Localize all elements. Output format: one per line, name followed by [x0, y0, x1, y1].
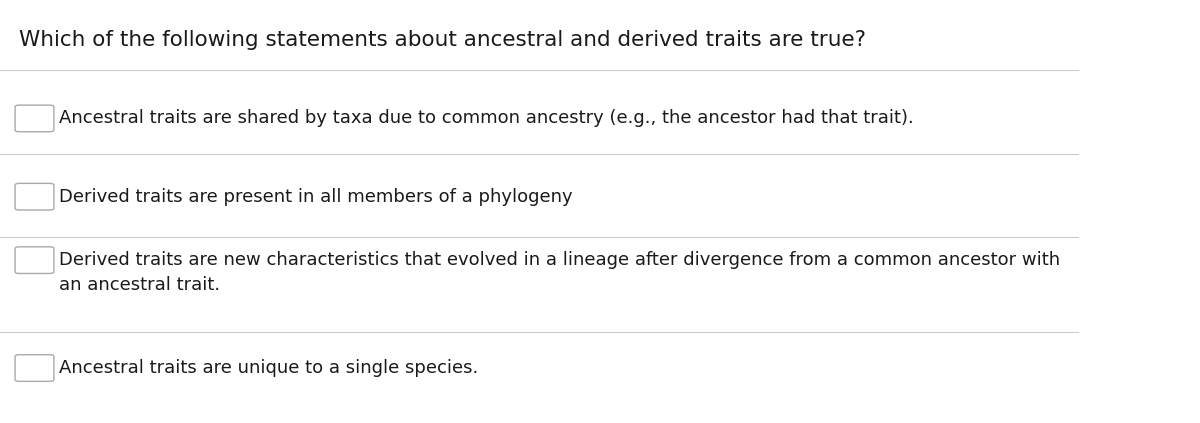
FancyBboxPatch shape: [16, 247, 54, 274]
FancyBboxPatch shape: [16, 354, 54, 382]
Text: Derived traits are new characteristics that evolved in a lineage after divergenc: Derived traits are new characteristics t…: [59, 251, 1061, 294]
FancyBboxPatch shape: [16, 184, 54, 210]
FancyBboxPatch shape: [16, 105, 54, 132]
Text: Which of the following statements about ancestral and derived traits are true?: Which of the following statements about …: [19, 30, 866, 49]
Text: Derived traits are present in all members of a phylogeny: Derived traits are present in all member…: [59, 188, 572, 206]
Text: Ancestral traits are unique to a single species.: Ancestral traits are unique to a single …: [59, 359, 479, 377]
Text: Ancestral traits are shared by taxa due to common ancestry (e.g., the ancestor h: Ancestral traits are shared by taxa due …: [59, 110, 914, 127]
